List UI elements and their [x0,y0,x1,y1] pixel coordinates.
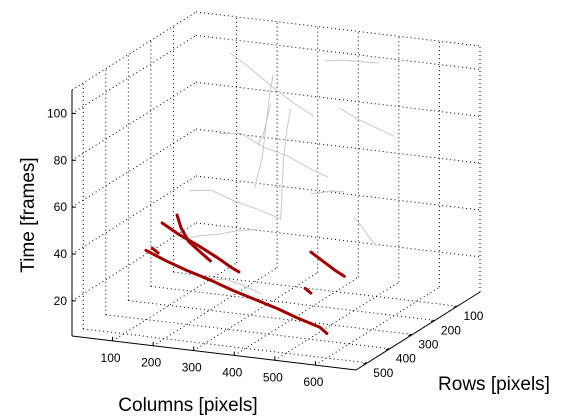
highlighted-track [175,213,212,263]
x-axis-label: Columns [pixels] [118,395,257,416]
background-track [310,190,345,194]
grid-line-y-floor [105,314,390,350]
y-tick-mark [363,362,368,365]
grid-line-x-floor [234,277,359,356]
grid-line-y-floor [173,271,458,307]
y-tick-mark [430,319,436,322]
y-tick-label: 200 [441,323,461,337]
z-tick-label: 80 [54,153,68,167]
background-track [180,229,256,241]
y-tick-label: 400 [396,352,416,366]
highlighted-track [160,221,241,274]
x-axis-line [71,335,357,371]
y-tick-label: 100 [463,309,483,323]
grid-edge-top-left [71,11,197,91]
background-track [257,103,272,146]
y-tick-mark [453,305,458,308]
background-track [339,107,394,137]
y-axis-label: Rows [pixels] [438,374,550,395]
y-tick-label: 300 [418,338,438,352]
x-tick-label: 200 [141,356,161,370]
grid-line-x-floor [193,272,318,351]
grid-line-x-floor [315,286,440,366]
background-track [254,74,274,189]
highlighted-track [309,250,346,278]
grid-line-z-left [71,175,197,255]
y-tick-label: 500 [373,366,393,380]
background-tracks [180,52,394,295]
x-tick-label: 500 [263,370,283,384]
grid-line-z-back [195,81,481,117]
y-axis-line [355,291,481,371]
grid-line-z-back [195,222,481,258]
y-tick-mark [408,334,413,337]
grid-line-z-left [71,128,197,208]
z-tick-label: 100 [47,106,67,120]
x-tick-label: 400 [222,365,242,379]
y-tick-mark [385,348,390,351]
grid-line-z-left [71,81,197,161]
grid-line-x-floor [112,262,237,342]
highlighted-track [144,248,329,335]
grid-line-z-back [195,34,481,70]
z-axis-label: Time [frames] [18,157,39,272]
background-track [324,59,379,64]
grid-edge-top-back [195,11,481,47]
grid-line-z-left [71,222,197,302]
background-track [353,216,378,247]
background-track [218,132,328,178]
grid-line-x-floor [274,281,400,361]
axis-layer [71,90,481,371]
background-track [280,109,292,220]
background-track [230,52,314,117]
z-tick-label: 60 [54,200,68,214]
grid-line-x-floor [152,267,278,347]
grid-line-z-back [195,175,481,211]
grid-line-y-floor [83,328,368,364]
grid-line-z-left [71,35,197,114]
grid-line-z-back [195,128,481,164]
grid-layer [71,11,481,366]
z-tick-label: 20 [54,294,68,308]
background-track [189,189,280,219]
z-tick-label: 40 [54,247,68,261]
background-track [207,278,262,295]
highlighted-track [150,246,160,255]
x-tick-label: 300 [182,361,202,375]
x-tick-label: 600 [303,375,323,389]
highlighted-tracks [144,213,346,335]
highlighted-track [303,286,313,295]
x-tick-label: 100 [101,351,121,365]
